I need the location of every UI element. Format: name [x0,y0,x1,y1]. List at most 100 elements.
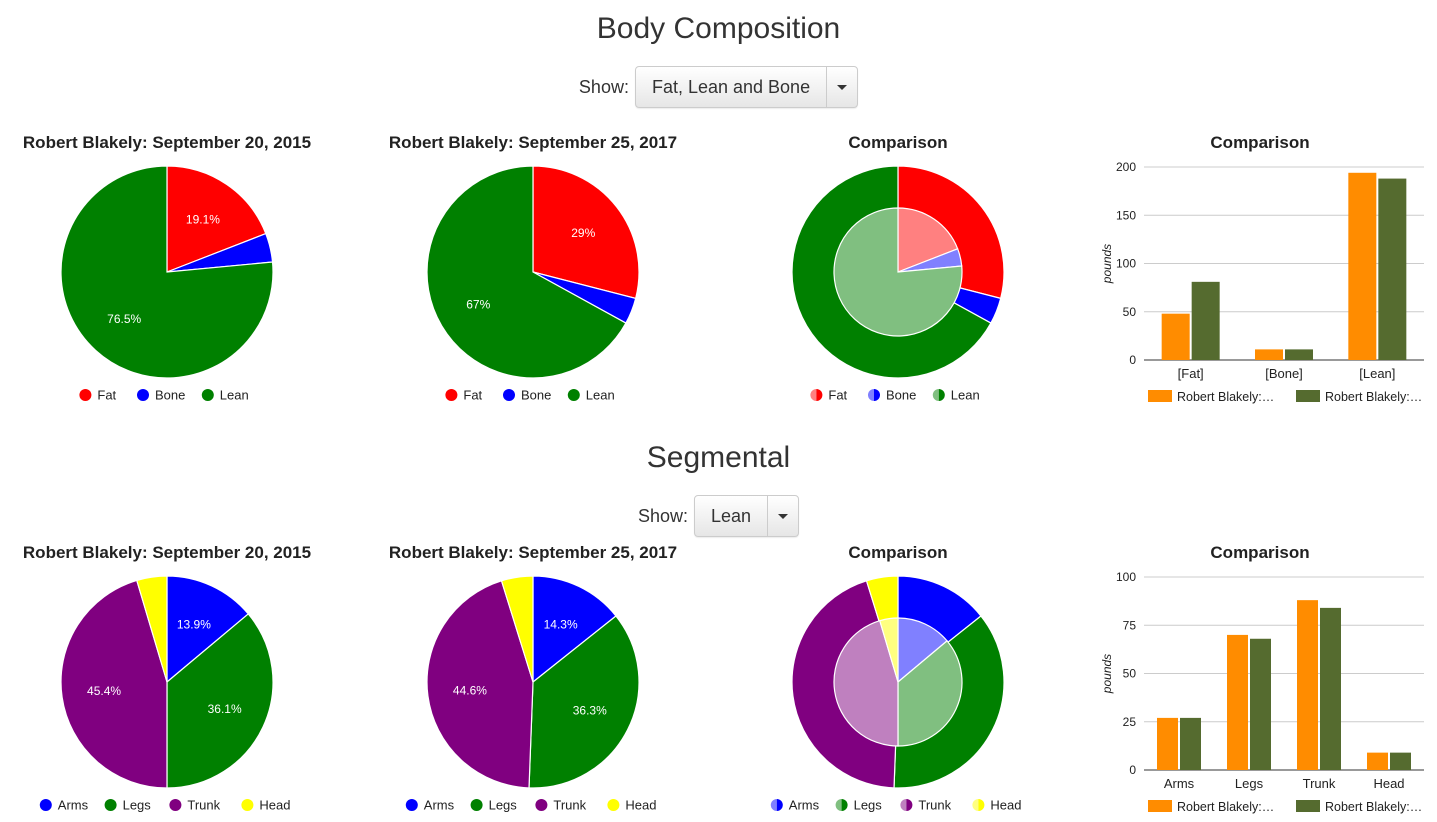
comparison-outer-slice [897,165,1005,300]
pie-slice [166,165,267,273]
legend-marker [201,389,214,401]
y-tick-label: 0 [1129,763,1136,777]
legend-label: Arms [58,798,89,813]
legend-marker [567,389,580,401]
pie-chart-title: Robert Blakely: September 20, 2015 [23,543,311,562]
segmental-title: Segmental [646,441,791,474]
x-tick-label: Head [1373,776,1404,791]
legend-marker [104,799,117,811]
comparison-inner-slice [897,207,959,273]
legend-label: Robert Blakely:… [1325,390,1422,404]
bar-chart-title: Comparison [1210,543,1309,562]
body-composition-show-dropdown[interactable]: Fat, Lean and Bone [634,66,859,108]
pie-chart-title: Robert Blakely: September 20, 2015 [23,133,311,152]
legend-label: Legs [123,798,152,813]
pie-data-label: 67% [466,297,490,311]
comparison-inner-slice [897,640,963,747]
x-tick-label: Arms [1164,776,1195,791]
caret-down-icon [778,513,789,519]
dropdown-value: Lean [710,505,752,526]
legend-marker [79,389,92,401]
legend-marker [1148,390,1172,402]
y-tick-label: 25 [1123,715,1137,729]
pie-slice [166,232,274,273]
legend-marker [535,799,548,811]
x-tick-label: [Bone] [1265,366,1303,381]
legend-label: Robert Blakely:… [1177,800,1274,814]
legend-marker [938,389,945,401]
legend-marker [39,799,52,811]
legend-label: Bone [155,388,185,403]
pie-slice [60,165,274,379]
legend-marker [1296,390,1320,402]
legend-label: Legs [854,798,883,813]
bar [1191,281,1220,360]
legend-label: Head [625,798,656,813]
legend-marker [470,799,483,811]
dropdown-caret-button[interactable] [826,67,857,107]
comparison-title: Comparison [848,133,947,152]
y-tick-label: 50 [1123,305,1137,319]
comparison-outer-slice [897,271,1002,324]
bar [1180,717,1201,770]
dropdown-caret-button[interactable] [767,496,798,536]
y-tick-label: 0 [1129,353,1136,367]
pie-chart-title: Robert Blakely: September 25, 2017 [389,543,677,562]
comparison-outer-slice [791,165,992,379]
legend-label: Head [259,798,290,813]
bar [1157,717,1178,770]
bar [1250,638,1271,770]
legend-marker [503,389,515,401]
legend-label: Head [990,798,1021,813]
legend-label: Fat [97,388,116,403]
y-tick-label: 50 [1123,667,1137,681]
bar [1390,752,1411,770]
comparison-inner-slice [833,619,899,747]
y-axis-label: pounds [1100,654,1114,694]
pie-data-label: 19.1% [186,213,220,227]
body-composition-show-row: Show: Fat, Lean and Bone [0,66,1437,108]
pie-slice [532,165,640,300]
legend-label: Robert Blakely:… [1325,800,1422,814]
dropdown-value: Fat, Lean and Bone [651,76,811,97]
y-tick-label: 200 [1116,160,1136,174]
x-tick-label: Legs [1235,776,1264,791]
comparison-outer-slice [893,615,1005,789]
y-tick-label: 100 [1116,570,1136,584]
legend-marker [241,799,254,811]
bar-chart-title: Comparison [1210,133,1309,152]
comparison-inner-slice [897,617,948,684]
pie-data-label: 13.9% [177,617,211,631]
legend-marker [776,799,783,811]
legend-marker [835,799,842,811]
bar [1255,349,1283,360]
legend-marker [1296,800,1320,812]
y-tick-label: 150 [1116,208,1136,222]
comparison-outer-slice [791,580,899,789]
legend-label: Lean [586,388,615,403]
legend-marker [137,389,149,401]
segmental-show-row: Show: Lean [0,495,1437,537]
legend-label: Bone [521,388,551,403]
show-label: Show: [637,505,688,526]
y-tick-label: 75 [1123,618,1137,632]
pie-data-label: 29% [571,226,595,240]
x-tick-label: [Fat] [1178,366,1204,381]
bar [1348,172,1377,360]
legend-label: Lean [951,388,980,403]
pie-slice [528,615,640,789]
comparison-gap [834,208,962,336]
legend-label: Lean [220,388,249,403]
pie-chart-title: Robert Blakely: September 25, 2017 [389,133,677,152]
legend-marker [841,799,848,811]
bar [1285,349,1313,360]
comparison-gap [834,618,962,746]
legend-marker [810,389,817,401]
legend-marker [169,799,182,811]
pie-data-label: 76.5% [107,312,141,326]
legend-marker [978,799,985,811]
pie-slice [532,271,637,324]
segmental-show-dropdown[interactable]: Lean [693,495,800,537]
pie-data-label: 14.3% [544,618,578,632]
comparison-inner-slice [897,248,963,273]
